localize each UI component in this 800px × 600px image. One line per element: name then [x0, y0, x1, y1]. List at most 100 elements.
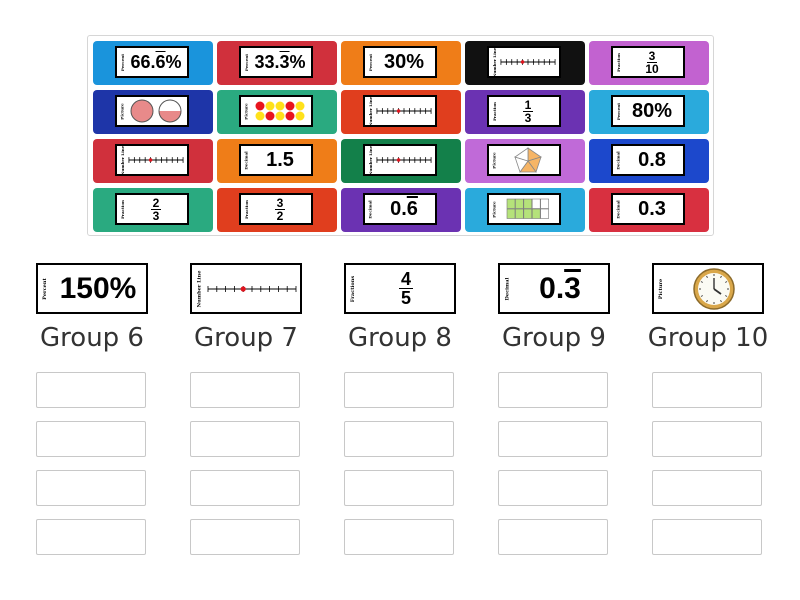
grid-icon [506, 198, 549, 219]
number-line-graphic [376, 108, 432, 114]
tile-card: Picture [115, 95, 189, 127]
number-line-point [240, 285, 246, 292]
tile-card: Number Line [115, 144, 189, 176]
draggable-tile[interactable]: Number Line [465, 41, 585, 85]
draggable-tile[interactable]: Decimal 0.8 [589, 139, 709, 183]
card-type-text: Decimal [616, 150, 621, 170]
tile-card: Fraction 2 3 [115, 193, 189, 225]
card-type-text: Fraction [616, 52, 622, 72]
pentagon-icon [514, 147, 542, 173]
counter-dot [275, 101, 285, 111]
card-type-text: Decimal [616, 199, 621, 219]
group-label: Group 9 [502, 323, 606, 353]
draggable-tile[interactable]: Percent 66. 6% [93, 41, 213, 85]
card-value: 1.5 [266, 148, 294, 171]
fraction-denominator: 3 [152, 208, 160, 223]
tile-pool: Percent 66. 6% Percent 33. 3% Percent 30% Number… [87, 35, 714, 236]
card-type-text: Percent [616, 102, 622, 120]
draggable-tile[interactable]: Percent 30% [341, 41, 461, 85]
fraction-denominator: 10 [645, 61, 659, 76]
group-header-card: Number Line [190, 263, 302, 314]
draggable-tile[interactable]: Fraction 1 3 [465, 90, 585, 134]
grid-cell [523, 198, 533, 209]
drop-slot[interactable] [652, 421, 762, 457]
drop-slot[interactable] [36, 421, 146, 457]
draggable-tile[interactable]: Number Line [341, 90, 461, 134]
card-type-label: Percent [39, 266, 51, 311]
tile-card: Percent 66. 6% [115, 46, 189, 78]
draggable-tile[interactable]: Picture [465, 188, 585, 232]
drop-slot[interactable] [190, 470, 300, 506]
counter-dot [285, 111, 295, 121]
draggable-tile[interactable]: Picture [465, 139, 585, 183]
card-type-label: Decimal [366, 196, 375, 222]
card-type-text: Fractions [350, 275, 356, 302]
card-value: 3 10 [623, 48, 681, 76]
drop-slot[interactable] [498, 421, 608, 457]
tile-card: Number Line [487, 46, 561, 78]
drop-slot[interactable] [344, 470, 454, 506]
drop-slot[interactable] [652, 372, 762, 408]
tile-card: Percent 30% [363, 46, 437, 78]
group-label: Group 10 [647, 323, 769, 353]
card-value: 0.3 [638, 197, 666, 220]
tile-card: Decimal 0.3 [611, 193, 685, 225]
clock-tick [706, 275, 708, 278]
draggable-tile[interactable]: Percent 80% [589, 90, 709, 134]
card-type-label: Number Line [193, 266, 205, 311]
number-line-graphic [376, 157, 432, 163]
drop-slot[interactable] [190, 372, 300, 408]
draggable-tile[interactable]: Decimal 0.3 [589, 188, 709, 232]
drop-slot[interactable] [36, 372, 146, 408]
clock-hour-hand [713, 287, 722, 295]
value-prefix: 66. [130, 51, 156, 72]
drop-slot[interactable] [498, 372, 608, 408]
tile-card: Picture [487, 144, 561, 176]
card-value: 30% [383, 50, 425, 73]
grid-cell [531, 198, 541, 209]
counter-dot [295, 111, 305, 121]
counter-dot [265, 101, 275, 111]
draggable-tile[interactable]: Picture [217, 90, 337, 134]
drop-slot[interactable] [36, 470, 146, 506]
card-type-text: Fraction [492, 101, 498, 121]
drop-slot[interactable] [652, 470, 762, 506]
card-value [499, 146, 557, 174]
drop-slot[interactable] [652, 519, 762, 555]
clock-icon [693, 267, 735, 310]
card-value: 66. 6% [127, 48, 185, 76]
draggable-tile[interactable]: Picture [93, 90, 213, 134]
drop-slot[interactable] [190, 421, 300, 457]
drop-slot[interactable] [498, 519, 608, 555]
drop-slot[interactable] [36, 519, 146, 555]
draggable-tile[interactable]: Number Line [341, 139, 461, 183]
drop-slot[interactable] [344, 372, 454, 408]
draggable-tile[interactable]: Fraction 3 10 [589, 41, 709, 85]
drop-slot[interactable] [344, 421, 454, 457]
clock-tick [720, 275, 722, 278]
card-type-text: Number Line [196, 270, 202, 307]
draggable-tile[interactable]: Fraction 2 3 [93, 188, 213, 232]
tile-card: Decimal 0. 6 [363, 193, 437, 225]
draggable-tile[interactable]: Number Line [93, 139, 213, 183]
drop-slot[interactable] [344, 519, 454, 555]
draggable-tile[interactable]: Fraction 3 2 [217, 188, 337, 232]
grid-cell [523, 208, 533, 219]
fraction-denominator: 5 [400, 288, 411, 308]
tile-card: Decimal 1.5 [239, 144, 313, 176]
draggable-tile[interactable]: Percent 33. 3% [217, 41, 337, 85]
card-type-text: Percent [368, 53, 374, 71]
card-type-label: Picture [655, 266, 667, 311]
card-value: 0. 6 [375, 195, 433, 223]
repeat-digit: 3 [279, 51, 290, 72]
drop-slot[interactable] [498, 470, 608, 506]
drop-slot[interactable] [190, 519, 300, 555]
draggable-tile[interactable]: Decimal 1.5 [217, 139, 337, 183]
card-type-label: Picture [490, 147, 499, 173]
draggable-tile[interactable]: Decimal 0. 6 [341, 188, 461, 232]
card-type-label: Picture [242, 98, 251, 124]
grid-cell [540, 198, 549, 209]
card-type-label: Decimal [614, 196, 623, 222]
card-type-label: Number Line [366, 97, 375, 125]
grid-cell [515, 198, 524, 209]
